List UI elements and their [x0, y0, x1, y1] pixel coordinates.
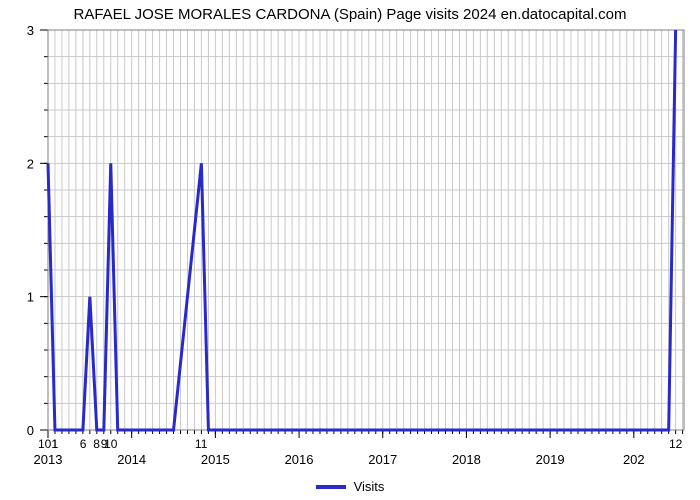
svg-text:12: 12	[669, 437, 683, 451]
svg-text:2016: 2016	[285, 452, 314, 467]
svg-text:11: 11	[195, 437, 208, 451]
line-chart: 2013201420152016201720182019202101168910…	[0, 0, 700, 500]
legend: Visits	[0, 479, 700, 494]
svg-text:8: 8	[93, 437, 100, 451]
svg-text:2: 2	[27, 156, 34, 171]
svg-text:0: 0	[27, 423, 34, 438]
svg-text:1: 1	[27, 290, 34, 305]
svg-text:6: 6	[80, 437, 87, 451]
svg-text:2015: 2015	[201, 452, 230, 467]
svg-text:10: 10	[104, 437, 118, 451]
chart-container: RAFAEL JOSE MORALES CARDONA (Spain) Page…	[0, 0, 700, 500]
svg-text:3: 3	[27, 23, 34, 38]
svg-text:2014: 2014	[117, 452, 146, 467]
svg-text:2019: 2019	[536, 452, 565, 467]
svg-text:202: 202	[623, 452, 645, 467]
svg-text:2018: 2018	[452, 452, 481, 467]
svg-text:2017: 2017	[368, 452, 397, 467]
legend-swatch	[316, 485, 346, 489]
svg-text:2013: 2013	[34, 452, 63, 467]
svg-text:1: 1	[52, 437, 59, 451]
legend-label: Visits	[354, 479, 385, 494]
